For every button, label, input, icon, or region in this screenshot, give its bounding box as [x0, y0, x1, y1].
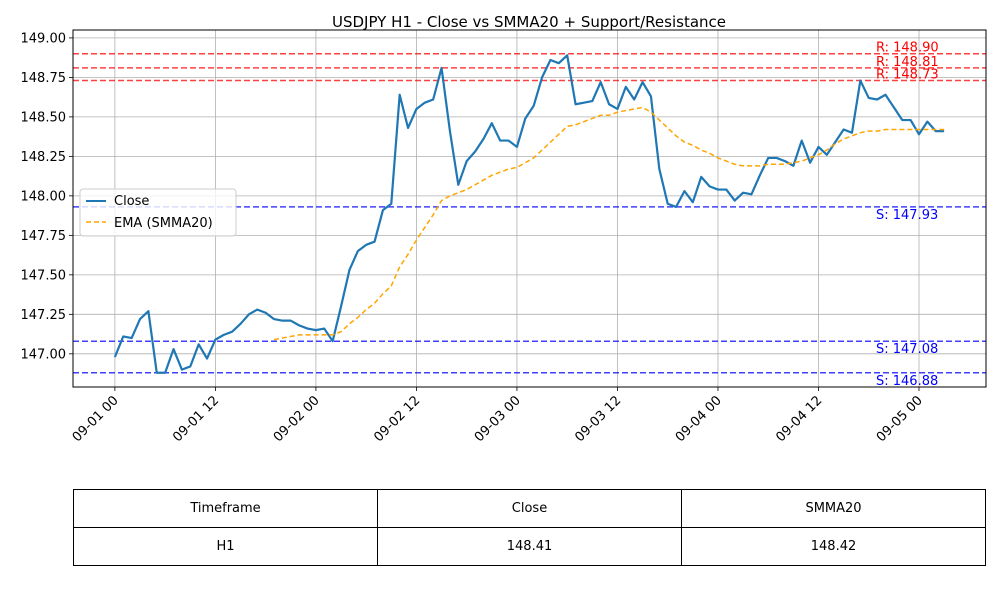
- y-tick-label: 147.75: [21, 229, 67, 244]
- y-tick-label: 147.25: [21, 308, 67, 323]
- table-header-row: Timeframe Close SMMA20: [73, 489, 986, 528]
- resistance-label: R: 148.81: [876, 55, 939, 70]
- table-cell-close: 148.41: [377, 527, 682, 566]
- y-tick-label: 148.00: [21, 189, 67, 204]
- smma20-series-line: [273, 106, 945, 341]
- y-tick-label: 148.75: [21, 71, 67, 86]
- table-cell-timeframe: H1: [73, 527, 378, 566]
- support-label: S: 147.93: [876, 208, 938, 223]
- table-header-cell: Close: [377, 489, 682, 528]
- plot-frame: [72, 29, 987, 388]
- legend-smma-label: EMA (SMMA20): [114, 216, 213, 231]
- level-labels: R: 148.90R: 148.81R: 148.73 S: 147.93 S: 1…: [876, 41, 939, 389]
- support-resistance-levels: [73, 52, 986, 374]
- summary-table: Timeframe Close SMMA20 H1 148.41 148.42: [73, 489, 986, 566]
- y-tick-label: 149.00: [21, 31, 67, 46]
- resistance-label: R: 148.90: [876, 41, 939, 56]
- table-header-cell: SMMA20: [681, 489, 986, 528]
- chart-title: USDJPY H1 - Close vs SMMA20 + Support/Re…: [332, 13, 726, 31]
- resistance-label: R: 148.73: [876, 68, 939, 83]
- y-axis: 147.00 147.25 147.50 147.75 148.00 148.25 148.…: [21, 31, 73, 362]
- series: [113, 54, 945, 374]
- y-tick-label: 147.00: [21, 347, 67, 362]
- legend-box: [79, 188, 237, 237]
- y-tick-label: 148.25: [21, 150, 67, 165]
- table-cell-smma20: 148.42: [681, 527, 986, 566]
- legend-close-label: Close: [114, 194, 149, 209]
- support-label: S: 147.08: [876, 342, 938, 357]
- legend: Close EMA (SMMA20): [79, 188, 237, 237]
- y-tick-label: 148.50: [21, 110, 67, 125]
- chart: USDJPY H1 - Close vs SMMA20 + Support/Re…: [20, 13, 987, 446]
- support-label: S: 146.88: [876, 374, 938, 389]
- close-series-line: [113, 54, 945, 374]
- table-row: H1 148.41 148.42: [73, 527, 986, 566]
- y-tick-label: 147.50: [21, 268, 67, 283]
- table-header-cell: Timeframe: [73, 489, 378, 528]
